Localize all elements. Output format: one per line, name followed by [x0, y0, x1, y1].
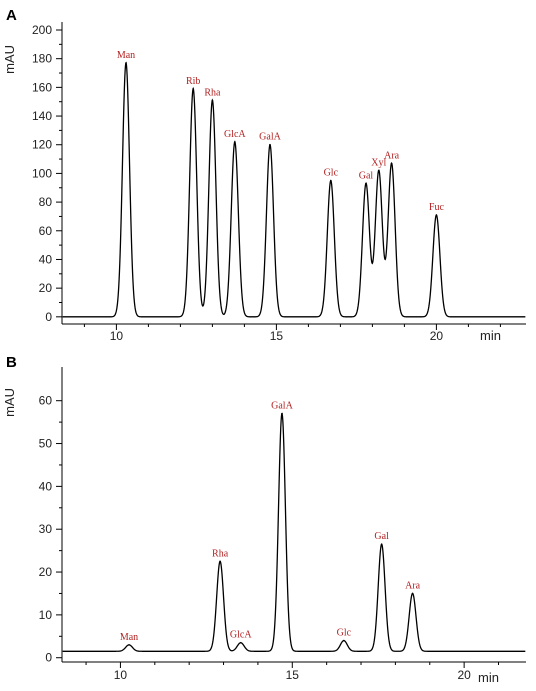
panel-a-letter: A: [6, 7, 17, 24]
peak-label-rib: Rib: [186, 76, 200, 87]
x-tick-label: 20: [430, 329, 444, 343]
peak-label-xyl: Xyl: [371, 158, 386, 169]
y-axis-label: mAU: [2, 388, 17, 417]
peak-label-rha: Rha: [212, 548, 229, 559]
peak-label-glca: GlcA: [224, 129, 246, 140]
chromatogram-trace: [62, 61, 526, 318]
peak-label-rha: Rha: [204, 87, 221, 98]
peak-apex: [435, 214, 438, 216]
peak-label-glc: Glc: [337, 628, 352, 639]
peak-apex: [192, 88, 194, 90]
peak-label-gal: Gal: [359, 170, 374, 181]
x-tick-label: 10: [114, 668, 128, 682]
y-tick-label: 10: [39, 608, 53, 622]
y-tick-label: 60: [39, 394, 53, 408]
peak-apex: [365, 182, 367, 185]
chromatogram-trace: [62, 412, 526, 652]
x-tick-label: 15: [270, 329, 284, 343]
x-tick-label: 15: [286, 668, 300, 682]
peak-label-man: Man: [117, 50, 135, 61]
peak-apex: [390, 162, 393, 165]
peak-apex: [234, 141, 236, 143]
y-tick-label: 120: [32, 138, 52, 152]
y-tick-label: 160: [32, 80, 52, 94]
peak-label-gal: Gal: [374, 531, 389, 542]
peak-apex: [125, 62, 127, 64]
x-axis-label: min: [478, 670, 499, 685]
y-tick-label: 100: [32, 166, 52, 180]
peak-apex: [380, 543, 383, 546]
peak-apex: [281, 412, 283, 415]
peak-label-fuc: Fuc: [429, 202, 445, 213]
peak-apex: [211, 99, 214, 102]
panel-a-chromatogram: 0 20 40 60 80 100 120 140 160 180 200 10 15 20 min mAU M…: [2, 22, 526, 343]
panel-b-chromatogram: 0 10 20 30 40 50 60 10 15 20 min mAU Man Rha GlcA GalA G…: [2, 367, 526, 685]
y-tick-label: 200: [32, 23, 52, 37]
peak-label-glca: GlcA: [230, 630, 252, 641]
peak-apex: [269, 143, 271, 146]
y-tick-label: 0: [45, 651, 52, 665]
peak-label-glc: Glc: [324, 168, 339, 179]
peak-apex: [128, 644, 130, 646]
peak-label-ara: Ara: [384, 150, 400, 161]
y-tick-label: 80: [39, 195, 53, 209]
peak-apex: [330, 179, 332, 182]
y-tick-label: 180: [32, 52, 52, 66]
y-tick-label: 140: [32, 109, 52, 123]
x-axis-label: min: [480, 328, 501, 343]
y-tick-label: 0: [45, 310, 52, 324]
peak-label-ara: Ara: [405, 580, 421, 591]
peak-apex: [239, 641, 242, 644]
peak-apex: [411, 592, 414, 595]
peak-label-gala: GalA: [271, 401, 293, 412]
y-tick-label: 40: [39, 479, 53, 493]
y-tick-label: 60: [39, 224, 53, 238]
peak-label-gala: GalA: [259, 132, 281, 143]
x-tick-label: 20: [457, 668, 471, 682]
peak-label-man: Man: [120, 632, 138, 643]
y-tick-label: 30: [39, 522, 53, 536]
y-tick-label: 20: [39, 281, 53, 295]
y-axis-label: mAU: [2, 45, 17, 74]
peak-apex: [219, 560, 221, 563]
y-tick-label: 50: [39, 437, 53, 451]
y-tick-label: 20: [39, 565, 53, 579]
y-tick-label: 40: [39, 252, 53, 266]
x-tick-label: 10: [110, 329, 124, 343]
panel-b-letter: B: [6, 354, 17, 371]
peak-apex: [343, 639, 345, 642]
peak-apex: [378, 169, 380, 172]
